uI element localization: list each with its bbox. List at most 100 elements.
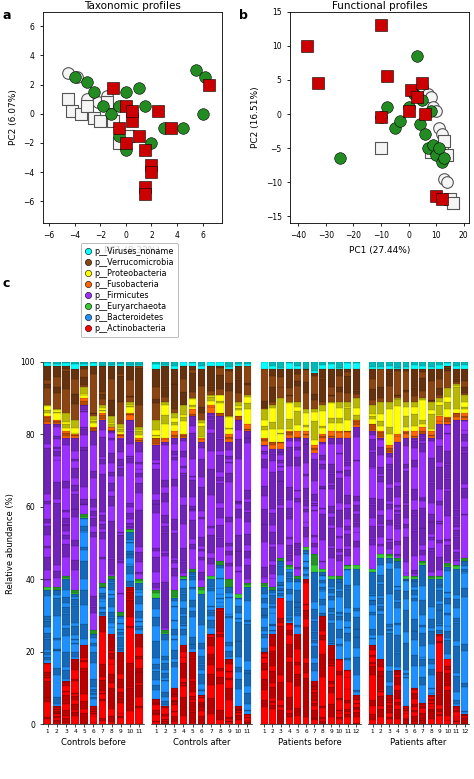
Bar <box>261 652 267 654</box>
Bar <box>436 709 443 712</box>
Bar <box>453 516 460 517</box>
Bar <box>428 576 435 578</box>
Bar <box>436 379 443 389</box>
Bar <box>286 561 292 565</box>
Bar <box>311 506 318 509</box>
Bar <box>180 652 187 657</box>
Bar <box>235 613 242 618</box>
Point <box>192 64 200 76</box>
Bar <box>294 450 301 456</box>
Bar <box>244 583 251 584</box>
Bar <box>135 439 143 441</box>
Bar <box>171 607 178 620</box>
Bar <box>428 548 435 550</box>
Bar <box>369 650 376 655</box>
Bar <box>207 405 215 407</box>
Bar <box>44 627 51 633</box>
Bar <box>386 520 393 525</box>
Bar <box>336 478 343 503</box>
Bar <box>402 493 410 494</box>
Bar <box>235 504 242 509</box>
Bar <box>386 702 393 703</box>
Bar <box>319 460 326 464</box>
Bar <box>235 411 242 416</box>
Bar <box>461 569 468 572</box>
Bar <box>436 641 443 643</box>
Bar <box>180 466 187 468</box>
Bar <box>386 488 393 502</box>
Bar <box>126 420 134 430</box>
Bar <box>345 671 351 677</box>
Bar <box>207 634 215 635</box>
Bar <box>319 426 326 428</box>
Bar <box>353 511 360 514</box>
Bar <box>277 369 284 376</box>
Bar <box>277 597 284 618</box>
Bar <box>286 499 292 509</box>
Bar <box>71 644 79 652</box>
Bar <box>162 634 169 640</box>
Bar <box>319 719 326 721</box>
Bar <box>402 528 410 537</box>
X-axis label: Patients after: Patients after <box>391 738 447 747</box>
Bar <box>419 633 426 647</box>
Bar <box>294 402 301 407</box>
Bar <box>44 663 51 664</box>
Bar <box>419 586 426 600</box>
Bar <box>461 402 468 407</box>
Bar <box>428 578 435 580</box>
Bar <box>277 466 284 467</box>
Bar <box>436 415 443 416</box>
Bar <box>286 644 292 657</box>
Bar <box>235 597 242 599</box>
Bar <box>99 512 106 515</box>
Bar <box>277 471 284 481</box>
Bar <box>453 524 460 525</box>
Bar <box>261 407 267 409</box>
Bar <box>445 654 451 658</box>
Bar <box>411 431 418 436</box>
Bar <box>216 413 224 415</box>
Bar <box>345 475 351 495</box>
Bar <box>377 612 384 615</box>
Bar <box>135 452 143 463</box>
Bar <box>226 463 233 473</box>
Bar <box>152 548 160 551</box>
Bar <box>81 518 88 519</box>
Bar <box>44 677 51 678</box>
Bar <box>369 657 376 662</box>
Bar <box>286 657 292 661</box>
Bar <box>53 447 61 449</box>
Bar <box>171 451 178 455</box>
Bar <box>286 447 292 466</box>
Bar <box>81 393 88 395</box>
Bar <box>62 438 70 445</box>
Bar <box>53 713 61 714</box>
Bar <box>445 659 451 666</box>
Bar <box>345 556 351 565</box>
Bar <box>453 386 460 409</box>
Bar <box>377 482 384 499</box>
Bar <box>207 534 215 553</box>
Bar <box>198 690 206 691</box>
Bar <box>162 555 169 583</box>
Bar <box>162 362 169 365</box>
Bar <box>286 509 292 515</box>
Bar <box>445 433 451 434</box>
Bar <box>126 554 134 558</box>
Bar <box>436 626 443 630</box>
Bar <box>428 538 435 540</box>
Bar <box>207 395 215 396</box>
Bar <box>108 634 115 650</box>
Bar <box>286 601 292 616</box>
Bar <box>353 541 360 547</box>
Bar <box>428 706 435 709</box>
Bar <box>244 397 251 403</box>
Bar <box>135 596 143 604</box>
Bar <box>394 369 401 372</box>
Bar <box>189 480 196 497</box>
Bar <box>189 711 196 723</box>
Bar <box>171 533 178 558</box>
Bar <box>445 545 451 562</box>
Bar <box>411 448 418 460</box>
